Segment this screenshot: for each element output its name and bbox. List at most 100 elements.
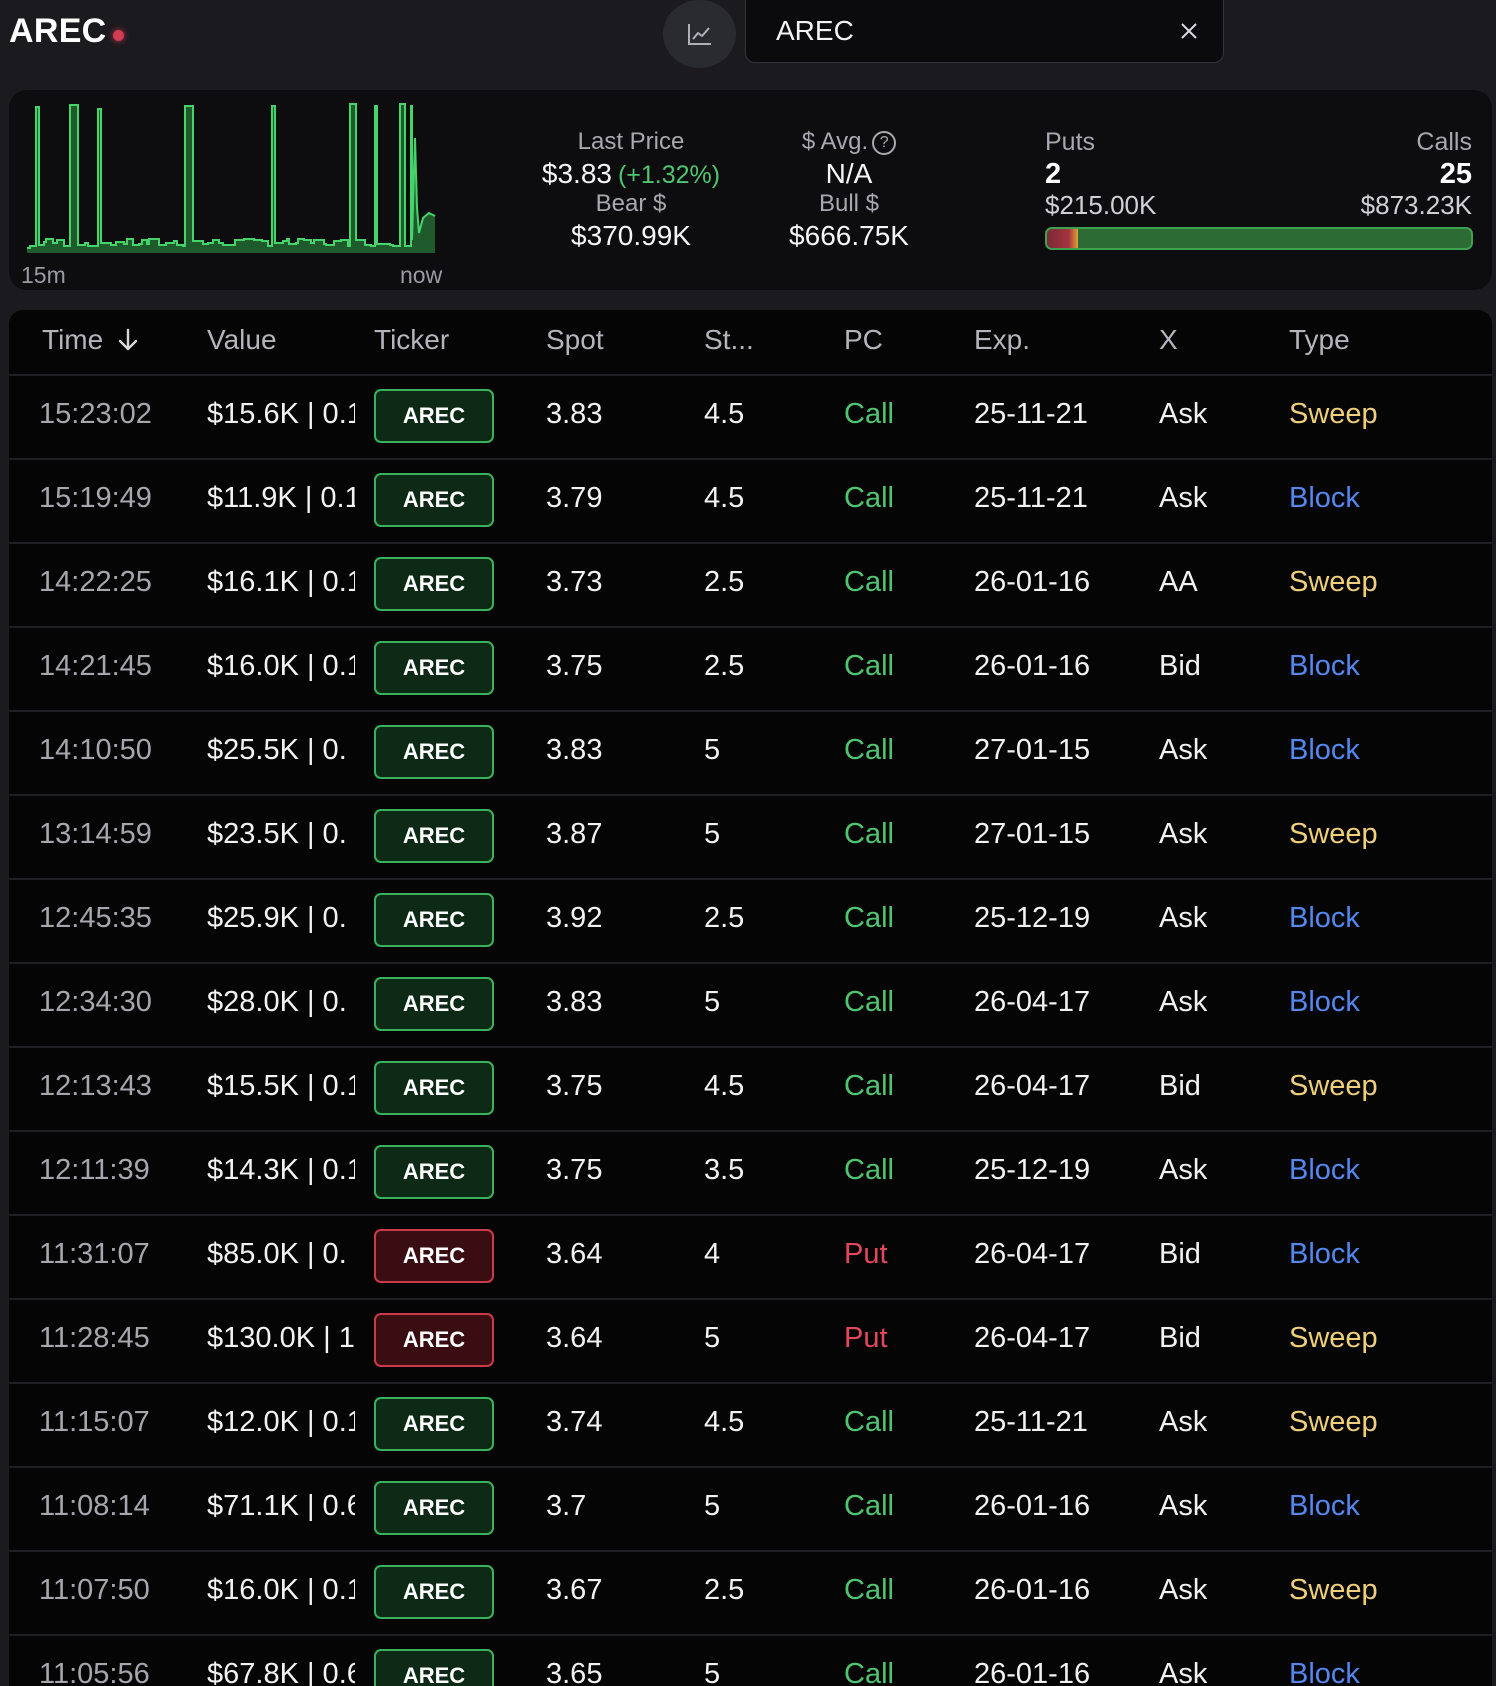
last-price-value: $3.83 (+1.32%) [526,158,736,190]
column-header-time[interactable]: Time [42,324,139,356]
expiry-cell: 26-01-16 [974,1574,1091,1606]
side-cell: Bid [1159,1238,1201,1270]
side-cell: Bid [1159,1070,1201,1102]
spot-cell: 3.7 [546,1490,587,1522]
expiry-cell: 25-11-21 [974,1406,1088,1438]
strike-cell: 4.5 [704,398,745,430]
ticker-badge[interactable]: AREC [374,1565,494,1619]
bull-block: Bull $ $666.75K [754,190,944,252]
puts-value: $215.00K [1045,190,1157,220]
ticker-search-input[interactable] [776,13,1156,49]
puts-share-fill [1047,229,1079,248]
strike-cell: 5 [704,1658,721,1686]
ticker-badge[interactable]: AREC [374,893,494,947]
ticker-badge[interactable]: AREC [374,389,494,443]
flow-sparkline [27,103,436,253]
value-cell: $11.9K | 0.1 [207,482,355,514]
ticker-badge[interactable]: AREC [374,1313,494,1367]
value-cell: $71.1K | 0.6 [207,1490,355,1522]
spot-cell: 3.92 [546,902,603,934]
ticker-badge[interactable]: AREC [374,473,494,527]
strike-cell: 2.5 [704,650,745,682]
spot-cell: 3.83 [546,398,603,430]
table-row[interactable]: 14:21:45 $16.0K | 0.1 3.75 2.5 Call 26-01-16 B… [9,626,1492,710]
bear-label: Bear $ [595,190,667,217]
column-header-strike[interactable]: St... [704,324,754,355]
table-row[interactable]: 12:45:35 $25.9K | 0. 3.92 2.5 Call 25-12-19 As… [9,878,1492,962]
last-price-change: (+1.32%) [617,161,721,189]
strike-cell: 2.5 [704,1574,745,1606]
time-cell: 12:45:35 [39,902,152,934]
table-row[interactable]: 14:10:50 $25.5K | 0. 3.83 5 Call 27-01-15 Ask B… [9,710,1492,794]
table-row[interactable]: 14:22:25 $16.1K | 0.14 3.73 2.5 Call 26-01-16… [9,542,1492,626]
avg-block: $ Avg.? N/A [754,128,944,190]
column-header-spot[interactable]: Spot [546,324,604,355]
sparkline-area [27,104,435,253]
ticker-badge[interactable]: AREC [374,1145,494,1199]
column-header-type[interactable]: Type [1289,324,1350,355]
expiry-cell: 26-04-17 [974,986,1091,1018]
table-row[interactable]: 11:05:56 $67.8K | 0.6 3.65 5 Call 26-01-16 Ask… [9,1634,1492,1686]
chart-toggle-button[interactable] [663,0,736,68]
table-row[interactable]: 11:15:07 $12.0K | 0.1 3.74 4.5 Call 25-11-21 A… [9,1382,1492,1466]
table-row[interactable]: 15:23:02 $15.6K | 0.1 3.83 4.5 Call 25-11-21 A… [9,374,1492,458]
column-header-time-label: Time [42,324,104,355]
avg-label-text: $ Avg. [801,128,869,155]
table-row[interactable]: 15:19:49 $11.9K | 0.1 3.79 4.5 Call 25-11-21 A… [9,458,1492,542]
time-cell: 15:19:49 [39,482,152,514]
put-call-summary: Puts Calls 2 25 $215.00K $873.23K [1036,128,1473,250]
time-cell: 15:23:02 [39,398,152,430]
help-icon[interactable]: ? [872,130,897,155]
table-row[interactable]: 12:13:43 $15.5K | 0.1 3.75 4.5 Call 26-04-17 B… [9,1046,1492,1130]
ticker-badge[interactable]: AREC [374,1061,494,1115]
table-row[interactable]: 12:34:30 $28.0K | 0. 3.83 5 Call 26-04-17 Ask B… [9,962,1492,1046]
ticker-badge[interactable]: AREC [374,557,494,611]
strike-cell: 5 [704,818,721,850]
ticker-badge[interactable]: AREC [374,1649,494,1686]
clear-search-button[interactable] [1176,18,1202,44]
table-row[interactable]: 11:08:14 $71.1K | 0.6 3.7 5 Call 26-01-16 Ask B… [9,1466,1492,1550]
trade-type-cell: Block [1289,986,1360,1018]
avg-label: $ Avg.? [754,128,944,156]
put-call-cell: Put [844,1322,888,1354]
value-cell: $25.5K | 0. [207,734,347,766]
last-price-label: Last Price [577,128,685,155]
put-call-cell: Call [844,566,894,598]
ticker-badge[interactable]: AREC [374,641,494,695]
trade-type-cell: Sweep [1289,566,1378,598]
column-header-pc[interactable]: PC [844,324,883,355]
value-cell: $14.3K | 0.1 [207,1154,355,1186]
ticker-badge[interactable]: AREC [374,725,494,779]
time-cell: 12:13:43 [39,1070,152,1102]
put-call-cell: Call [844,818,894,850]
strike-cell: 5 [704,986,721,1018]
trade-type-cell: Block [1289,482,1360,514]
value-cell: $67.8K | 0.6 [207,1658,355,1686]
sort-descending-icon [118,328,138,351]
calls-value: $873.23K [1360,190,1472,220]
bull-label: Bull $ [818,190,880,217]
column-header-ticker[interactable]: Ticker [374,324,450,355]
ticker-badge[interactable]: AREC [374,1397,494,1451]
table-row[interactable]: 11:31:07 $85.0K | 0. 3.64 4 Put 26-04-17 Bid Bl… [9,1214,1492,1298]
sparkline-end-label: now [400,262,443,288]
time-cell: 11:07:50 [39,1574,150,1606]
column-header-value[interactable]: Value [207,324,277,355]
strike-cell: 2.5 [704,902,745,934]
column-header-exp[interactable]: Exp. [974,324,1031,355]
ticker-badge[interactable]: AREC [374,1481,494,1535]
table-row[interactable]: 13:14:59 $23.5K | 0. 3.87 5 Call 27-01-15 Ask S… [9,794,1492,878]
expiry-cell: 26-04-17 [974,1238,1091,1270]
ticker-badge[interactable]: AREC [374,977,494,1031]
put-call-cell: Call [844,1070,894,1102]
table-row[interactable]: 12:11:39 $14.3K | 0.1 3.75 3.5 Call 25-12-19 A… [9,1130,1492,1214]
ticker-badge[interactable]: AREC [374,809,494,863]
table-row[interactable]: 11:07:50 $16.0K | 0.1 3.67 2.5 Call 26-01-16 A… [9,1550,1492,1634]
side-cell: Bid [1159,650,1201,682]
column-header-x[interactable]: X [1159,324,1178,355]
time-cell: 14:22:25 [39,566,152,598]
table-row[interactable]: 11:28:45 $130.0K | 1 3.64 5 Put 26-04-17 Bid Sw… [9,1298,1492,1382]
ticker-badge[interactable]: AREC [374,1229,494,1283]
sparkline-start-label: 15m [21,262,66,288]
expiry-cell: 26-04-17 [974,1070,1091,1102]
